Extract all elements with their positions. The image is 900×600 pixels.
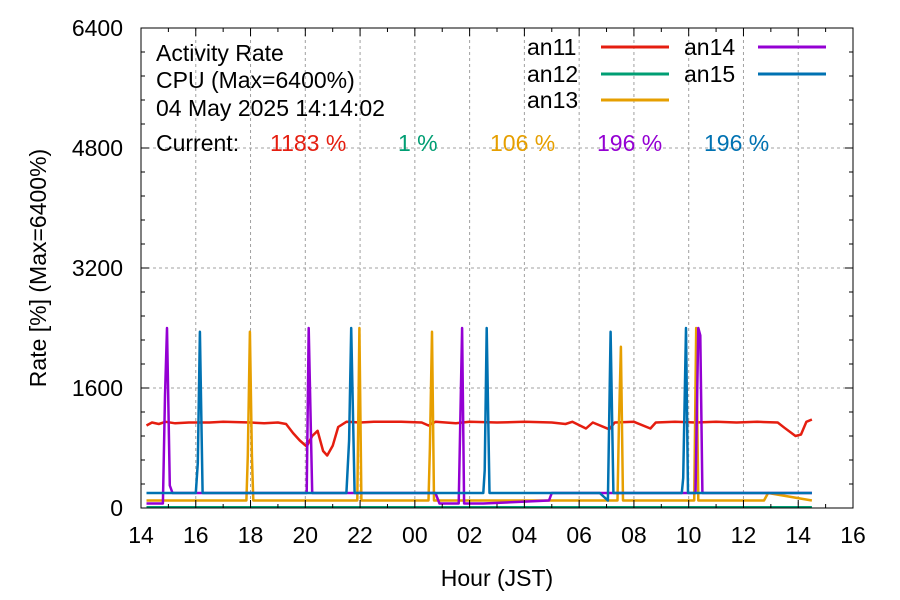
current-value-an15: 196 % bbox=[704, 130, 769, 156]
x-axis-label: Hour (JST) bbox=[441, 565, 553, 591]
x-tick-label: 08 bbox=[621, 522, 647, 548]
current-values: Current: 1183 % 1 % 106 % 196 % 196 % bbox=[156, 130, 769, 156]
x-tick-label: 02 bbox=[457, 522, 483, 548]
title-line-1: Activity Rate bbox=[156, 40, 284, 66]
title-block: Activity Rate CPU (Max=6400%) 04 May 202… bbox=[156, 40, 385, 121]
title-line-3: 04 May 2025 14:14:02 bbox=[156, 95, 385, 121]
current-value-an13: 106 % bbox=[490, 130, 555, 156]
x-tick-label: 12 bbox=[731, 522, 757, 548]
legend-label-an14: an14 bbox=[684, 34, 735, 60]
legend-label-an15: an15 bbox=[684, 61, 735, 87]
x-tick-label: 16 bbox=[183, 522, 209, 548]
y-tick-label: 1600 bbox=[72, 375, 123, 401]
y-tick-label: 4800 bbox=[72, 135, 123, 161]
x-tick-label: 04 bbox=[512, 522, 538, 548]
y-tick-label: 6400 bbox=[72, 15, 123, 41]
legend-label-an11: an11 bbox=[527, 34, 576, 60]
x-ticks: 14 16 18 20 22 00 02 04 06 08 10 12 14 16 bbox=[128, 28, 866, 548]
y-axis-label: Rate [%] (Max=6400%) bbox=[25, 149, 51, 387]
legend-label-an13: an13 bbox=[527, 87, 578, 113]
x-tick-label: 18 bbox=[238, 522, 264, 548]
x-tick-label: 22 bbox=[347, 522, 373, 548]
x-tick-label: 10 bbox=[676, 522, 702, 548]
x-tick-label: 16 bbox=[840, 522, 866, 548]
y-tick-label: 0 bbox=[110, 495, 123, 521]
x-tick-label: 20 bbox=[293, 522, 319, 548]
series-lines bbox=[145, 326, 813, 509]
series-line-an13 bbox=[146, 326, 813, 502]
x-tick-label: 06 bbox=[566, 522, 592, 548]
current-label: Current: bbox=[156, 130, 239, 156]
x-tick-label: 00 bbox=[402, 522, 428, 548]
legend: an11 an12 an13 an14 an15 bbox=[527, 34, 826, 113]
series-line-an15 bbox=[146, 326, 812, 502]
legend-label-an12: an12 bbox=[527, 61, 578, 87]
title-line-2: CPU (Max=6400%) bbox=[156, 67, 355, 93]
y-tick-label: 3200 bbox=[72, 255, 123, 281]
y-ticks: 0 1600 3200 4800 6400 bbox=[72, 15, 853, 521]
x-tick-label: 14 bbox=[128, 522, 154, 548]
current-value-an14: 196 % bbox=[597, 130, 662, 156]
series-line-an11 bbox=[145, 418, 813, 457]
current-value-an12: 1 % bbox=[398, 130, 438, 156]
x-tick-label: 14 bbox=[785, 522, 811, 548]
current-value-an11: 1183 % bbox=[270, 130, 346, 156]
